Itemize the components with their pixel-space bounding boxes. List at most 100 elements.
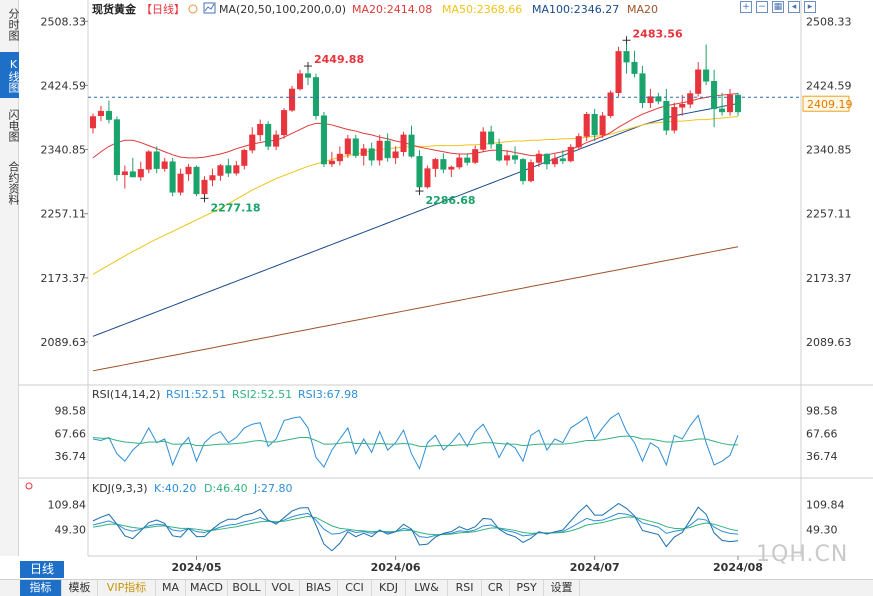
candle-body [145, 151, 152, 170]
ma-params: MA(20,50,100,200,0,0) [219, 3, 346, 16]
candle-body [615, 51, 622, 94]
candle-body [527, 162, 534, 182]
candle-body [161, 161, 168, 169]
watermark: 1QH.CN [756, 542, 849, 567]
tab-macd[interactable]: MACD [186, 580, 228, 596]
ma100-line [92, 102, 739, 337]
ma200-value: MA20 [627, 3, 658, 16]
candle-body [273, 134, 280, 147]
instrument-title: 现货黄金 [92, 2, 137, 16]
candle-body [241, 149, 248, 166]
kdj-line-j [92, 502, 739, 552]
candle-body [734, 94, 742, 113]
tab-time-share[interactable]: 分时图 [7, 7, 20, 41]
annotation-label: 2483.56 [633, 27, 683, 40]
kdj-sun-icon[interactable] [25, 482, 33, 490]
tab-ma[interactable]: MA [156, 580, 186, 596]
left-arrow-icon[interactable]: ◂ [788, 1, 800, 13]
candle-body [424, 168, 431, 188]
tab-settings[interactable]: 设置 [544, 580, 580, 596]
zoom-out-icon[interactable]: − [756, 1, 768, 13]
candle-body [703, 69, 710, 82]
y-tick-right: 2508.33 [806, 15, 852, 28]
svg-text:2409.19: 2409.19 [807, 98, 853, 111]
tab-bias[interactable]: BIAS [300, 580, 338, 596]
candle-body [289, 88, 296, 111]
candle-body [671, 107, 678, 131]
candle-body [432, 159, 439, 169]
right-arrow-icon[interactable]: ▸ [804, 1, 816, 13]
ma200-line [92, 246, 739, 372]
ma50-value: MA50:2368.66 [442, 3, 522, 16]
annotation-label: 2286.68 [425, 194, 475, 207]
tab-cr[interactable]: CR [482, 580, 510, 596]
candle-body [312, 77, 320, 116]
y-tick-right: 2173.37 [806, 272, 852, 285]
rsi-params: RSI(14,14,2) [92, 388, 160, 401]
candle-body [297, 73, 304, 90]
chart-area[interactable]: 现货黄金 【日线】 MA(20,50,100,200,0,0) MA20:241… [0, 0, 873, 580]
tab-vip-indicator[interactable]: VIP指标 [98, 580, 156, 596]
tab-indicator[interactable]: 指标 [20, 580, 62, 596]
annotation-label: 2449.88 [314, 53, 364, 66]
chart-type-icon[interactable] [203, 2, 216, 14]
candle-body [679, 104, 686, 108]
settings-circle-icon[interactable] [188, 4, 198, 14]
candle-body [105, 110, 112, 120]
candle-body [368, 148, 375, 161]
kdj-j-value: J:27.80 [253, 482, 292, 495]
x-tick-label: 2024/05 [172, 561, 222, 574]
candle-body [464, 157, 471, 163]
candle-body [695, 69, 702, 94]
candle-body [551, 158, 558, 165]
tab-cci[interactable]: CCI [338, 580, 372, 596]
candle-body [575, 136, 582, 148]
candle-body [89, 116, 97, 129]
tab-template[interactable]: 模板 [62, 580, 98, 596]
tab-rsi[interactable]: RSI [448, 580, 482, 596]
tab-contract-info[interactable]: 合约资料 [7, 161, 20, 205]
y-tick-left: 2424.59 [41, 79, 87, 92]
candle-body [655, 96, 662, 102]
candle-body [113, 119, 120, 175]
candle-body [663, 100, 670, 131]
candle-body [480, 131, 487, 150]
kdj-params: KDJ(9,3,3) [92, 482, 148, 495]
candle-body [599, 115, 606, 136]
candle-body [137, 169, 144, 178]
tab-kdj[interactable]: KDJ [372, 580, 406, 596]
candle-body [97, 110, 104, 116]
candle-body [472, 149, 479, 163]
candle-body [217, 165, 224, 176]
candle-body [129, 171, 136, 178]
side-tab-bar: 分时图 K线图 闪电图 合约资料 [0, 0, 20, 556]
candle-body [583, 113, 590, 137]
candle-body [328, 160, 335, 165]
kdj-d-value: D:46.40 [204, 482, 248, 495]
rsi-tick-right: 36.74 [806, 450, 838, 463]
candle-body [504, 155, 511, 161]
indicator-toolbar: 指标 模板 VIP指标 MA MACD BOLL VOL BIAS CCI KD… [0, 579, 873, 596]
tab-lightning[interactable]: 闪电图 [7, 108, 20, 142]
kdj-line-k [92, 512, 739, 538]
candle-body [352, 138, 359, 156]
period-tag: 【日线】 [141, 2, 185, 16]
candle-body [591, 113, 598, 136]
grid-icon[interactable]: ▦ [772, 1, 784, 13]
zoom-in-icon[interactable]: + [740, 1, 752, 13]
tab-boll[interactable]: BOLL [228, 580, 266, 596]
candle-body [169, 161, 176, 193]
tab-kline[interactable]: K线图 [0, 52, 20, 98]
candle-body [400, 134, 407, 152]
tab-lw[interactable]: LW& [406, 580, 448, 596]
y-tick-left: 2340.85 [41, 144, 87, 157]
tab-psy[interactable]: PSY [510, 580, 544, 596]
candle-body [121, 171, 128, 175]
candle-body [535, 153, 542, 163]
candle-body [249, 134, 256, 151]
period-selector[interactable]: 日线 [20, 561, 64, 578]
candle-body [209, 175, 216, 181]
rsi-tick-left: 67.66 [55, 427, 87, 440]
tab-vol[interactable]: VOL [266, 580, 300, 596]
rsi1-value: RSI1:52.51 [166, 388, 226, 401]
